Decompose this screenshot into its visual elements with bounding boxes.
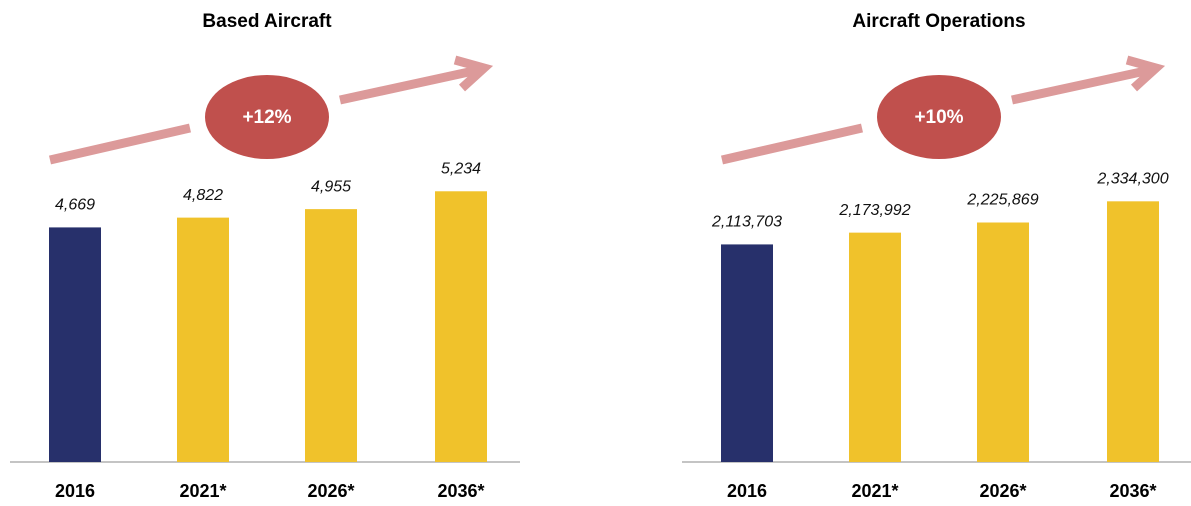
chart-title: Aircraft Operations [852,11,1025,32]
value-label: 4,822 [183,187,223,204]
bar [849,232,901,462]
value-label: 2,113,703 [711,214,782,231]
x-tick-label: 2026* [979,481,1026,501]
bar [305,209,357,462]
chart-title: Based Aircraft [202,11,332,32]
x-tick-label: 2021* [179,481,226,501]
value-label: 4,955 [311,178,351,195]
arrow-tail [720,123,864,165]
bar [1107,201,1159,462]
x-tick-label: 2021* [851,481,898,501]
value-label: 5,234 [441,160,481,177]
arrow-body [1011,65,1151,105]
arrow-head [453,55,494,92]
bar [435,191,487,462]
x-tick-label: 2026* [307,481,354,501]
arrow-head [1125,55,1166,92]
x-tick-label: 2016 [55,481,95,501]
value-label: 2,334,300 [1096,171,1168,188]
x-tick-label: 2016 [727,481,767,501]
annotation-bubble [205,75,329,159]
x-tick-label: 2036* [1109,481,1156,501]
annotation: +12% [242,107,291,128]
annotation: +10% [914,107,963,128]
value-label: 2,225,869 [966,192,1038,209]
bar [977,222,1029,462]
bar [49,227,101,462]
annotation-bubble [877,75,1001,159]
bar [177,217,229,462]
bar [721,244,773,462]
value-label: 2,173,992 [838,202,910,219]
arrow-tail [48,123,192,165]
arrow-body [339,65,479,105]
value-label: 4,669 [55,197,95,214]
x-tick-label: 2036* [437,481,484,501]
